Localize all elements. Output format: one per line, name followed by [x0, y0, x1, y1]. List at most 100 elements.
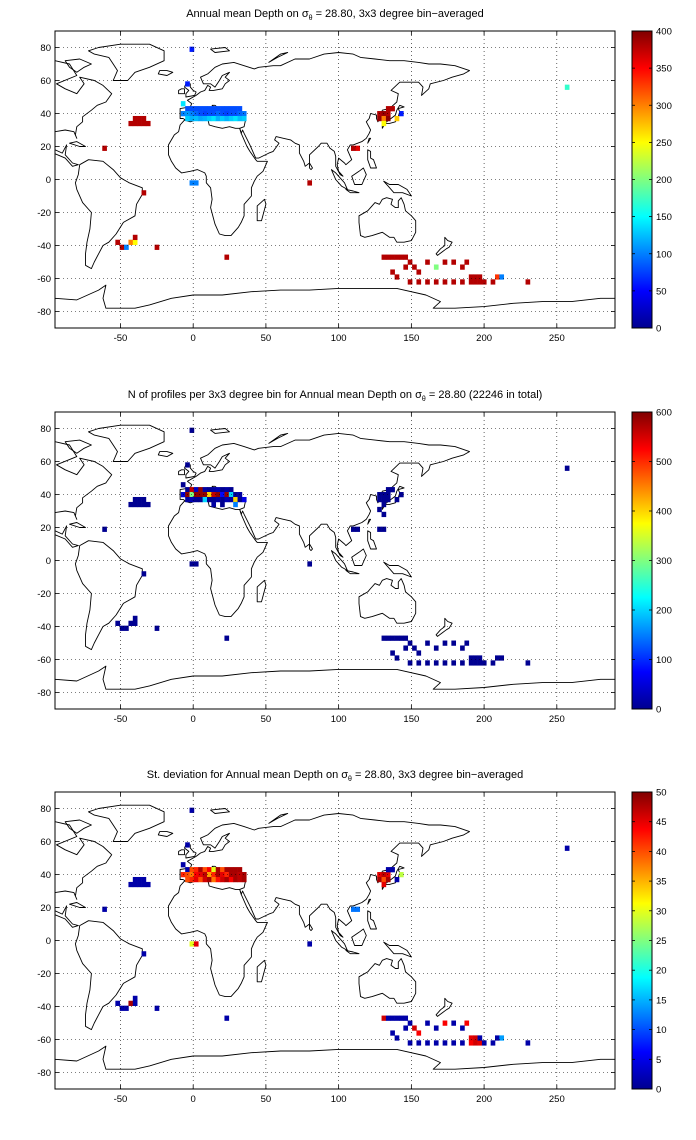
data-cell	[132, 1000, 138, 1006]
data-cell	[215, 492, 221, 498]
x-tick-label: 100	[331, 333, 347, 344]
colorbar-tick-label: 100	[656, 249, 672, 260]
data-cell	[193, 180, 199, 186]
data-cell	[564, 465, 570, 471]
data-cell	[390, 867, 395, 873]
colorbar-tick-label: 200	[656, 606, 672, 617]
data-cell	[442, 640, 448, 646]
y-tick-label: 60	[40, 837, 51, 848]
data-cell	[377, 496, 382, 503]
data-cell	[202, 492, 208, 498]
x-tick-label: 100	[331, 1094, 347, 1105]
colorbar-tick-label: 40	[656, 847, 667, 858]
data-cell	[141, 190, 147, 196]
data-cell	[128, 881, 134, 888]
data-cell	[433, 1025, 439, 1031]
data-cell	[228, 106, 234, 112]
data-cell	[233, 496, 238, 503]
data-cell	[189, 941, 195, 947]
data-cell	[202, 106, 208, 112]
data-cell	[460, 1025, 465, 1031]
data-cell	[525, 660, 531, 666]
colorbar-tick-label: 200	[656, 175, 672, 186]
data-cell	[390, 1030, 395, 1036]
data-cell	[495, 274, 500, 280]
data-cell	[433, 264, 439, 270]
data-cell	[193, 106, 199, 112]
colorbar-tick-label: 15	[656, 995, 667, 1006]
data-cell	[473, 1035, 478, 1041]
y-tick-label: 0	[46, 936, 51, 947]
data-cell	[385, 1015, 391, 1021]
data-cell	[215, 876, 221, 883]
data-cell	[228, 115, 234, 122]
data-cell	[237, 876, 243, 883]
data-cell	[211, 115, 217, 122]
y-tick-label: 80	[40, 804, 51, 815]
data-cell	[185, 876, 190, 883]
data-cell	[390, 106, 395, 112]
data-cell	[241, 496, 247, 503]
data-cell	[390, 487, 395, 493]
data-cell	[377, 506, 382, 513]
data-cell	[385, 115, 391, 122]
chart-panel-3: St. deviation for Annual mean Depth on σ…	[37, 769, 667, 1105]
x-tick-label: 250	[549, 333, 565, 344]
data-cell	[193, 867, 199, 873]
x-tick-label: 200	[476, 714, 492, 725]
data-cell	[193, 115, 199, 122]
data-cell	[185, 462, 190, 468]
data-cell	[407, 1020, 413, 1026]
data-cell	[525, 1040, 531, 1046]
grid-lines	[55, 31, 615, 328]
x-tick-label: 250	[549, 1094, 565, 1105]
data-cell	[477, 1035, 483, 1041]
chart-title: St. deviation for Annual mean Depth on σ…	[147, 769, 523, 783]
data-cell	[473, 655, 478, 661]
data-cell	[193, 492, 199, 498]
data-cell	[407, 259, 413, 265]
data-cell	[185, 81, 190, 87]
data-cell	[128, 501, 134, 508]
data-cell	[525, 279, 531, 285]
data-cell	[137, 115, 142, 122]
data-cell	[220, 111, 225, 117]
data-cell	[416, 650, 422, 656]
data-cell	[128, 120, 134, 127]
data-cell	[137, 876, 142, 883]
data-cell	[124, 625, 129, 631]
data-cell	[237, 115, 243, 122]
data-cell	[412, 1025, 417, 1031]
data-cell	[215, 496, 221, 503]
x-tick-label: 150	[403, 714, 419, 725]
data-cell	[403, 1015, 409, 1021]
data-cell	[132, 881, 138, 888]
data-cell	[425, 259, 430, 265]
data-cell	[394, 254, 400, 260]
data-cell	[211, 872, 217, 878]
x-tick-label: 0	[191, 333, 196, 344]
data-cell	[394, 635, 400, 641]
data-cell	[198, 487, 203, 493]
data-cell	[442, 279, 448, 285]
data-cell	[399, 254, 404, 260]
data-cell	[385, 867, 391, 873]
data-cell	[193, 561, 199, 567]
data-cell	[399, 872, 404, 878]
data-cell	[495, 1035, 500, 1041]
data-cell	[412, 264, 417, 270]
data-cell	[145, 501, 151, 508]
data-cell	[198, 867, 203, 873]
data-cell	[207, 115, 212, 122]
chart-title: Annual mean Depth on σθ = 28.80, 3x3 deg…	[186, 8, 484, 22]
data-cell	[141, 951, 147, 957]
data-cell	[207, 876, 212, 883]
data-cell	[207, 872, 212, 878]
colorbar-tick-label: 30	[656, 906, 667, 917]
data-cell	[495, 655, 500, 661]
data-cell	[224, 496, 230, 503]
data-cell	[385, 487, 391, 493]
data-cell	[499, 1035, 505, 1041]
data-cell	[141, 496, 147, 503]
x-tick-label: 250	[549, 714, 565, 725]
